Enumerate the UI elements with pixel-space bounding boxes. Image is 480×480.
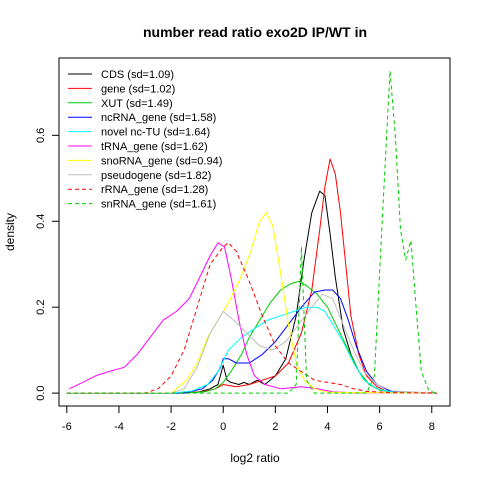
x-tick-label: -4 bbox=[114, 421, 124, 433]
y-tick-label: 0.0 bbox=[35, 385, 47, 400]
chart-title: number read ratio exo2D IP/WT in bbox=[143, 24, 367, 40]
y-axis: 0.0 0.2 0.4 0.6 bbox=[35, 128, 60, 401]
series-line-10 bbox=[66, 70, 438, 394]
y-tick-label: 0.2 bbox=[35, 300, 47, 315]
x-tick-label: 0 bbox=[220, 421, 226, 433]
legend-label: pseudogene (sd=1.82) bbox=[101, 170, 211, 182]
y-tick-label: 0.6 bbox=[35, 128, 47, 143]
series-line-2 bbox=[66, 158, 438, 394]
series-line-8 bbox=[66, 293, 438, 394]
y-axis-label: density bbox=[3, 213, 17, 251]
x-tick-label: -6 bbox=[62, 421, 72, 433]
legend-label: tRNA_gene (sd=1.62) bbox=[101, 141, 208, 153]
series-line-9 bbox=[66, 242, 438, 394]
x-tick-label: 8 bbox=[429, 421, 435, 433]
x-tick-label: 6 bbox=[377, 421, 383, 433]
x-axis: -6 -4 -2 0 2 4 6 8 bbox=[62, 405, 435, 433]
legend-label: CDS (sd=1.09) bbox=[101, 69, 174, 81]
legend-label: snRNA_gene (sd=1.61) bbox=[101, 199, 216, 211]
x-tick-label: 4 bbox=[324, 421, 330, 433]
legend-label: gene (sd=1.02) bbox=[101, 83, 175, 95]
legend-label: novel nc-TU (sd=1.64) bbox=[101, 127, 210, 139]
series-layer bbox=[66, 70, 438, 394]
legend-label: ncRNA_gene (sd=1.58) bbox=[101, 112, 216, 124]
series-line-3 bbox=[66, 280, 438, 394]
legend-label: XUT (sd=1.49) bbox=[101, 98, 173, 110]
legend: CDS (sd=1.09) gene (sd=1.02) XUT (sd=1.49)… bbox=[68, 69, 222, 211]
legend-label: rRNA_gene (sd=1.28) bbox=[101, 184, 208, 196]
series-line-5 bbox=[66, 306, 438, 394]
x-tick-label: 2 bbox=[272, 421, 278, 433]
x-tick-label: -2 bbox=[166, 421, 176, 433]
y-tick-label: 0.4 bbox=[35, 214, 47, 229]
series-line-7 bbox=[66, 212, 438, 394]
x-axis-label: log2 ratio bbox=[230, 451, 280, 465]
legend-label: snoRNA_gene (sd=0.94) bbox=[101, 155, 222, 167]
series-line-6 bbox=[69, 242, 438, 394]
